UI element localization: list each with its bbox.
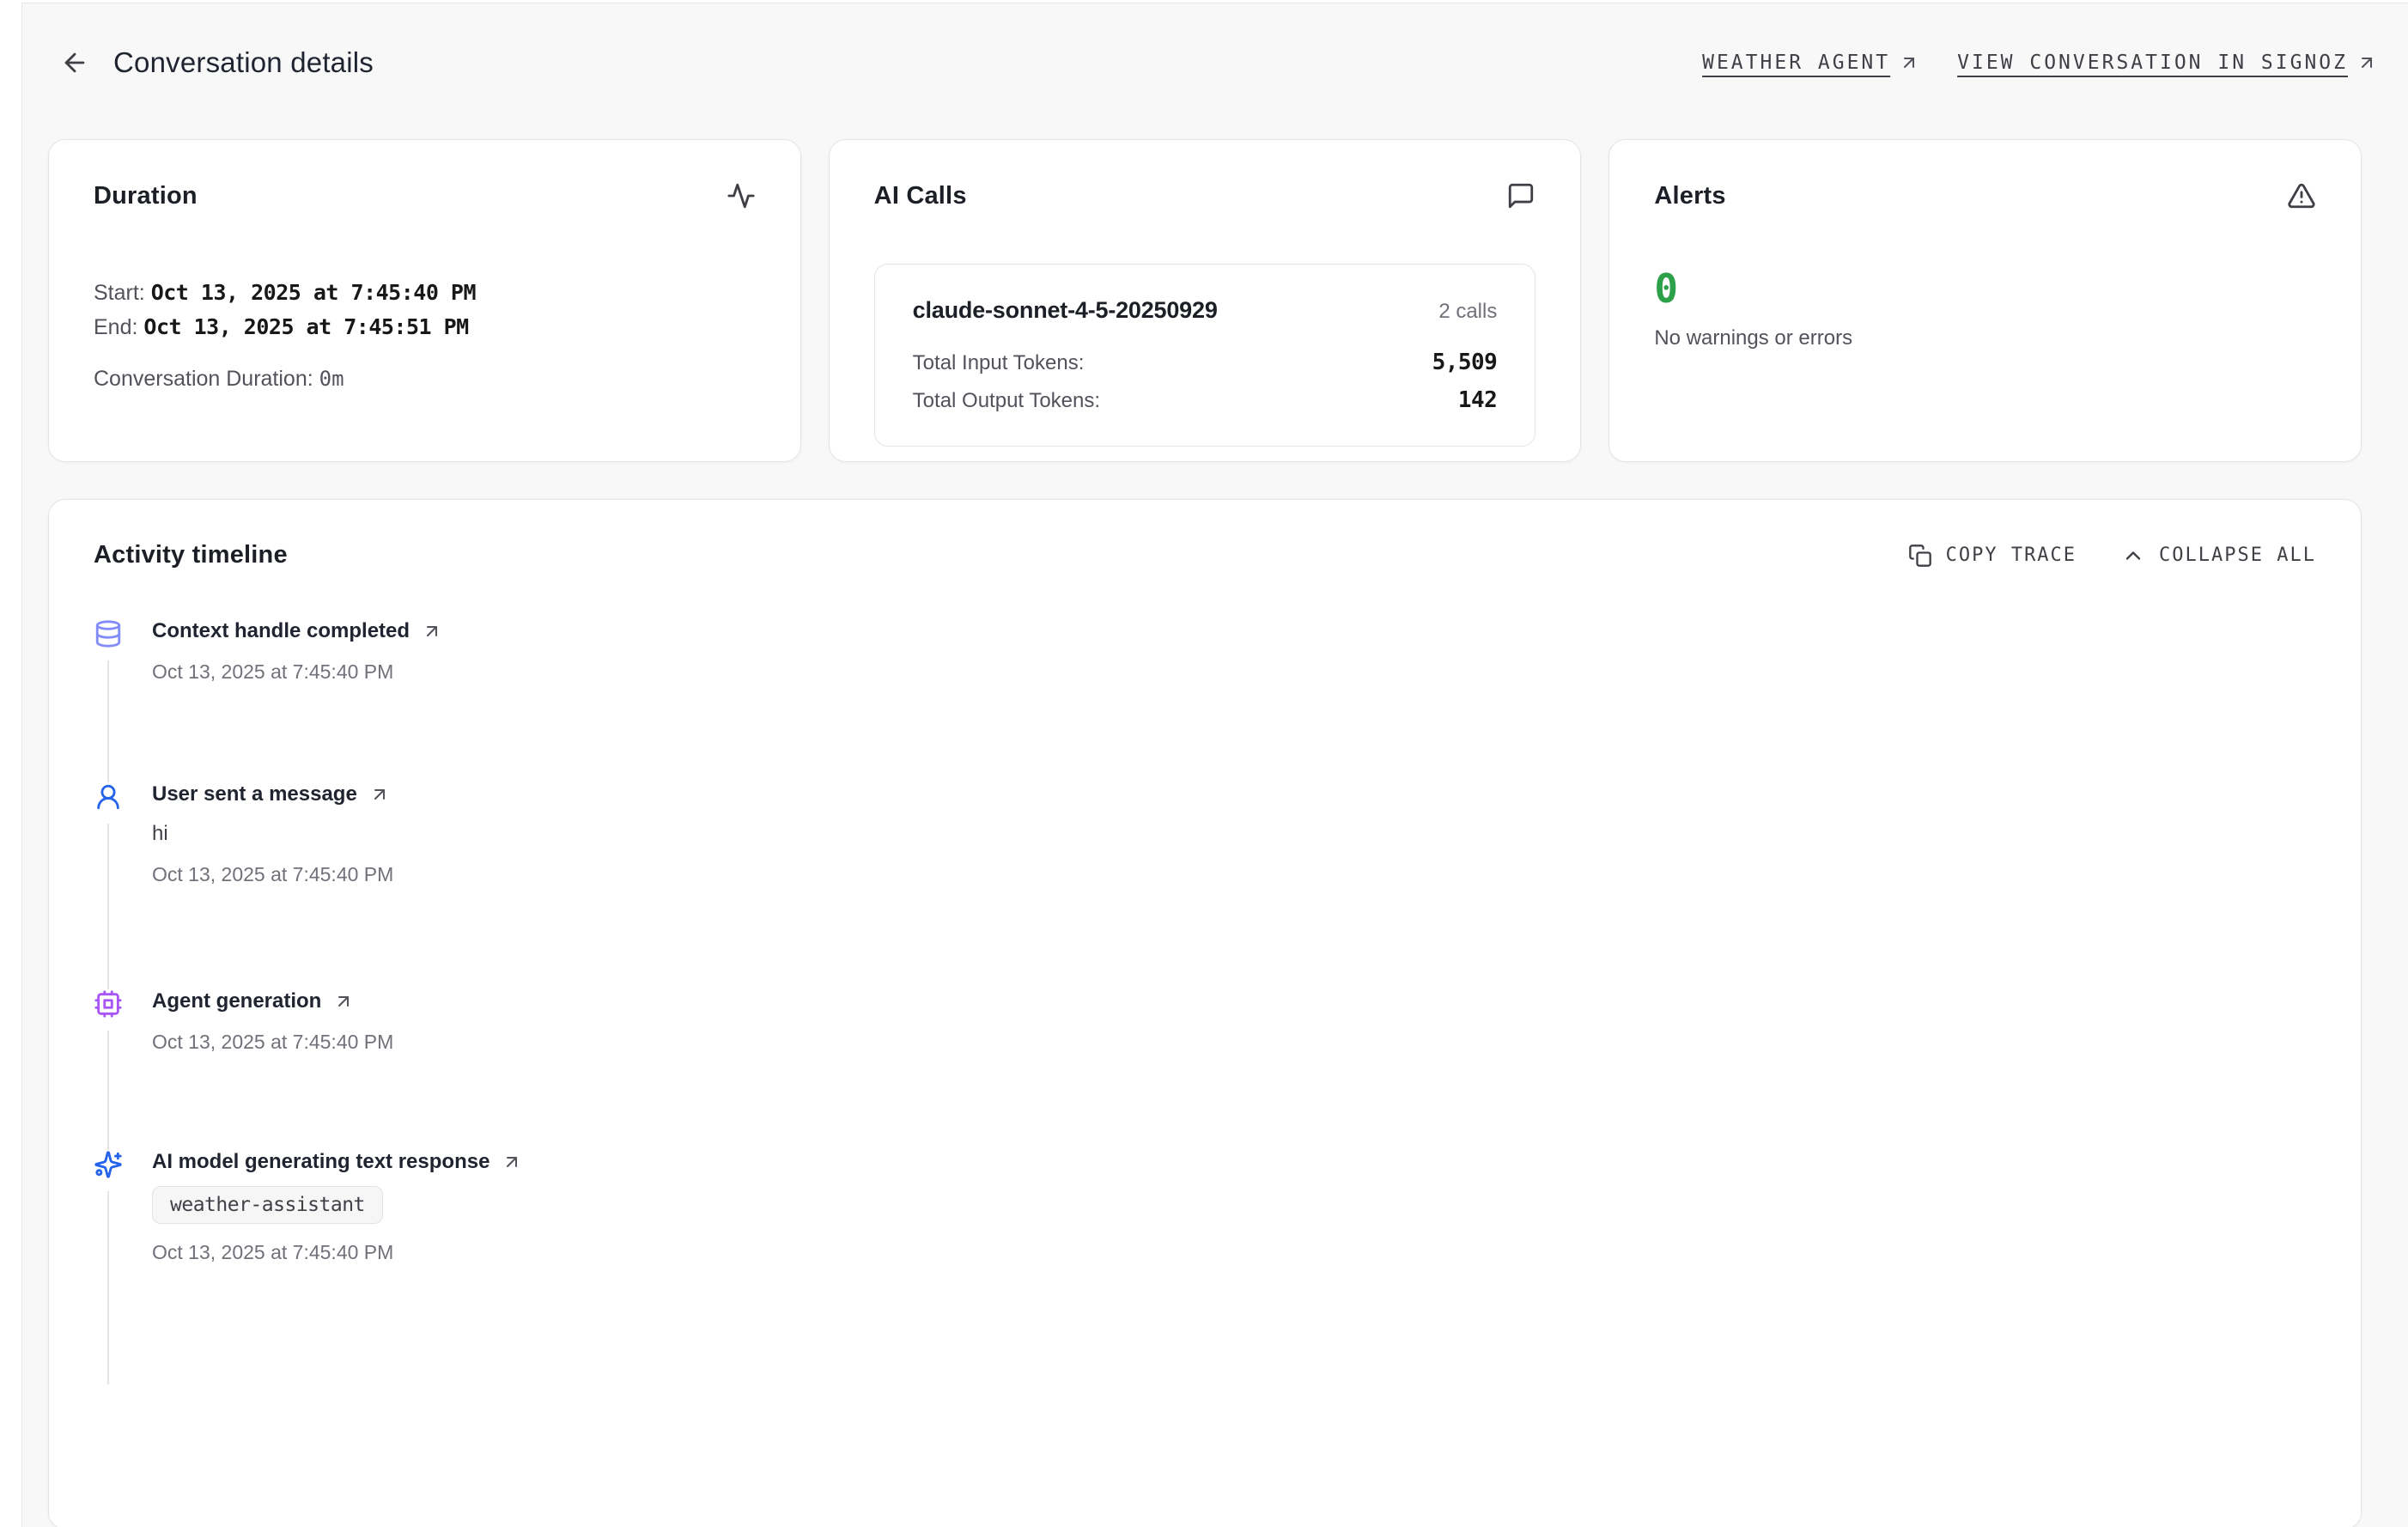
page-title: Conversation details	[113, 46, 374, 78]
timeline-entry-link[interactable]: User sent a message	[152, 782, 2316, 806]
page-header: Conversation details WEATHER AGENT VIEW …	[22, 3, 2408, 79]
duration-card: Duration Start: Oct 13, 2025 at 7:45:40 …	[48, 139, 801, 462]
start-label: Start:	[94, 281, 145, 305]
timeline-header: Activity timeline COPY TRACE COLLAPSE AL…	[94, 541, 2316, 569]
conversation-duration-value: 0m	[319, 367, 344, 391]
output-tokens-value: 142	[1457, 387, 1498, 413]
timeline-entry: Context handle completed Oct 13, 2025 at…	[94, 619, 2316, 782]
view-conversation-in-signoz-link[interactable]: VIEW CONVERSATION IN SIGNOZ	[1957, 52, 2377, 74]
activity-icon	[727, 183, 755, 209]
ai-calls-card-title: AI Calls	[873, 181, 967, 210]
model-name-row: claude-sonnet-4-5-20250929 2 calls	[913, 297, 1498, 324]
alerts-message: No warnings or errors	[1654, 325, 1853, 350]
timeline-rail	[94, 619, 123, 782]
timeline-entry-link[interactable]: Context handle completed	[152, 619, 2316, 643]
timeline-entry: User sent a message hi Oct 13, 2025 at 7…	[94, 782, 2316, 989]
timeline-entry-timestamp: Oct 13, 2025 at 7:45:40 PM	[152, 660, 394, 683]
database-icon	[95, 620, 121, 648]
alerts-card-header: Alerts	[1654, 181, 2316, 210]
stat-cards-row: Duration Start: Oct 13, 2025 at 7:45:40 …	[48, 139, 2362, 462]
duration-card-header: Duration	[94, 181, 756, 210]
arrow-up-right-icon	[374, 789, 385, 800]
timeline-entry-message: hi	[152, 822, 168, 845]
end-value: Oct 13, 2025 at 7:45:51 PM	[143, 314, 469, 339]
duration-card-title: Duration	[94, 181, 198, 210]
model-name: claude-sonnet-4-5-20250929	[912, 297, 1218, 323]
timeline-entry-badge: weather-assistant	[152, 1186, 383, 1224]
external-link-arrow-icon	[2362, 58, 2372, 68]
timeline-entry-content: Context handle completed Oct 13, 2025 at…	[152, 619, 2316, 782]
model-usage-box: claude-sonnet-4-5-20250929 2 calls Total…	[873, 264, 1536, 447]
copy-trace-label: COPY TRACE	[1945, 544, 2077, 566]
weather-agent-link[interactable]: WEATHER AGENT	[1702, 52, 1919, 74]
timeline-connector	[107, 1031, 109, 1150]
timeline-entry: Agent generation Oct 13, 2025 at 7:45:40…	[94, 989, 2316, 1150]
timeline-entry-title: Context handle completed	[152, 619, 410, 642]
timeline-entry-content: User sent a message hi Oct 13, 2025 at 7…	[152, 782, 2316, 989]
end-time-row: End: Oct 13, 2025 at 7:45:51 PM	[94, 310, 756, 344]
timeline-actions: COPY TRACE COLLAPSE ALL	[1908, 544, 2316, 568]
ai-calls-card-header: AI Calls	[874, 181, 1536, 210]
arrow-up-right-icon	[427, 626, 438, 636]
alerts-count: 0	[1654, 265, 1679, 312]
timeline-entry-link[interactable]: AI model generating text response	[152, 1150, 2316, 1174]
model-call-count: 2 calls	[1438, 300, 1498, 323]
arrow-left-icon	[64, 52, 85, 73]
timeline-connector	[107, 660, 109, 782]
alerts-card-body: 0 No warnings or errors	[1654, 267, 2316, 350]
start-time-row: Start: Oct 13, 2025 at 7:45:40 PM	[94, 276, 756, 310]
timeline-rail	[94, 989, 123, 1150]
end-label: End:	[94, 315, 138, 339]
timeline-rail	[94, 782, 123, 989]
timeline-entry-timestamp: Oct 13, 2025 at 7:45:40 PM	[152, 863, 394, 885]
timeline-entry-timestamp: Oct 13, 2025 at 7:45:40 PM	[152, 1031, 394, 1053]
timeline-entry-link[interactable]: Agent generation	[152, 989, 2316, 1013]
conversation-duration-label: Conversation Duration:	[94, 367, 313, 391]
input-tokens-row: Total Input Tokens: 5,509	[913, 350, 1498, 375]
activity-timeline-card: Activity timeline COPY TRACE COLLAPSE AL…	[48, 499, 2362, 1527]
timeline-entry-title: AI model generating text response	[152, 1150, 490, 1173]
timeline-rail	[94, 1150, 123, 1384]
timeline-entry-content: Agent generation Oct 13, 2025 at 7:45:40…	[152, 989, 2316, 1150]
back-button[interactable]	[60, 48, 89, 77]
timeline-entry-timestamp: Oct 13, 2025 at 7:45:40 PM	[152, 1241, 394, 1263]
weather-agent-link-label: WEATHER AGENT	[1702, 52, 1891, 74]
cpu-icon	[94, 990, 122, 1018]
timeline-entry-content: AI model generating text response weathe…	[152, 1150, 2316, 1384]
timeline-connector	[107, 1191, 109, 1384]
timeline-entry-title: User sent a message	[152, 782, 357, 806]
timeline-entries: Context handle completed Oct 13, 2025 at…	[94, 619, 2316, 1384]
copy-icon	[1908, 544, 1931, 567]
message-square-icon	[1509, 183, 1534, 209]
alerts-card-title: Alerts	[1654, 181, 1726, 210]
input-tokens-value: 5,509	[1432, 350, 1498, 375]
header-links: WEATHER AGENT VIEW CONVERSATION IN SIGNO…	[1702, 52, 2377, 74]
output-tokens-label: Total Output Tokens:	[912, 389, 1101, 412]
output-tokens-row: Total Output Tokens: 142	[913, 387, 1498, 413]
signoz-link-label: VIEW CONVERSATION IN SIGNOZ	[1957, 52, 2348, 74]
alerts-card: Alerts 0 No warnings or errors	[1608, 139, 2362, 462]
duration-card-body: Start: Oct 13, 2025 at 7:45:40 PM End: O…	[94, 276, 756, 396]
conversation-duration-row: Conversation Duration: 0m	[94, 362, 756, 396]
start-value: Oct 13, 2025 at 7:45:40 PM	[150, 280, 477, 305]
arrow-up-right-icon	[507, 1157, 518, 1167]
arrow-up-right-icon	[338, 996, 350, 1007]
collapse-all-button[interactable]: COLLAPSE ALL	[2121, 544, 2316, 568]
ai-calls-card: AI Calls claude-sonnet-4-5-20250929 2 ca…	[828, 139, 1582, 462]
conversation-details-panel: Conversation details WEATHER AGENT VIEW …	[21, 3, 2408, 1527]
timeline-entry: AI model generating text response weathe…	[94, 1150, 2316, 1384]
input-tokens-label: Total Input Tokens:	[912, 351, 1085, 374]
copy-trace-button[interactable]: COPY TRACE	[1908, 544, 2077, 568]
sparkles-icon	[94, 1151, 122, 1178]
chevron-up-icon	[2125, 551, 2141, 560]
user-icon	[97, 784, 119, 810]
alert-triangle-icon	[2288, 183, 2315, 209]
timeline-entry-title: Agent generation	[152, 989, 322, 1013]
collapse-all-label: COLLAPSE ALL	[2159, 544, 2316, 566]
external-link-arrow-icon	[1904, 58, 1915, 68]
timeline-connector	[107, 824, 109, 989]
timeline-title: Activity timeline	[94, 541, 288, 569]
